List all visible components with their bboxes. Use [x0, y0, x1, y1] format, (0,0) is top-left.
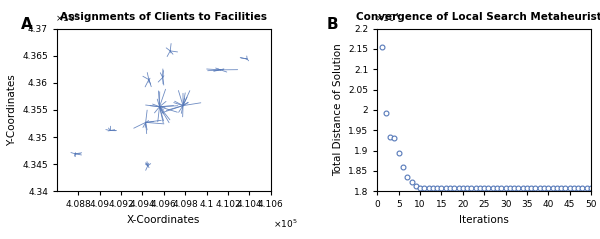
Title: Convergence of Local Search Metaheuristic: Convergence of Local Search Metaheuristi…: [356, 12, 600, 22]
Y-axis label: Y-Coordinates: Y-Coordinates: [7, 74, 17, 146]
Text: A: A: [20, 17, 32, 32]
X-axis label: X-Coordinates: X-Coordinates: [127, 215, 200, 225]
Title: Assignments of Clients to Facilities: Assignments of Clients to Facilities: [60, 12, 267, 22]
Text: $\times10^5$: $\times10^5$: [55, 11, 79, 24]
Y-axis label: Total Distance of Solution: Total Distance of Solution: [332, 43, 343, 176]
Text: B: B: [326, 17, 338, 32]
Text: $\times10^5$: $\times10^5$: [273, 217, 298, 230]
Text: $\times10^4$: $\times10^4$: [375, 11, 400, 24]
X-axis label: Iterations: Iterations: [459, 215, 509, 225]
